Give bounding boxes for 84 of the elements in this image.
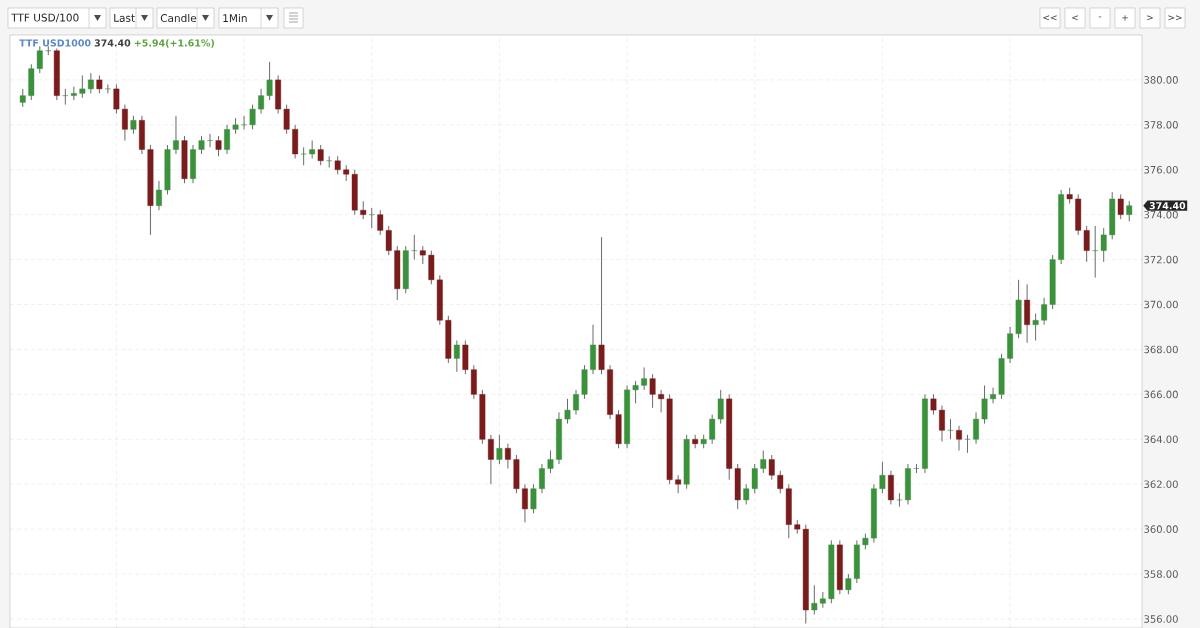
candlestick <box>62 88 69 106</box>
text: Last <box>114 14 135 22</box>
candlestick <box>1041 297 1048 326</box>
candlestick <box>896 492 903 508</box>
y-tick-label: 372.00 <box>1144 255 1178 264</box>
candlestick <box>224 124 230 155</box>
candlestick <box>913 463 920 474</box>
candlestick <box>760 450 767 474</box>
y-tick-label: 358.00 <box>1144 570 1178 578</box>
text: >> <box>1168 15 1182 21</box>
candlestick <box>453 340 460 373</box>
text: + <box>1122 15 1128 21</box>
candlestick <box>879 461 886 494</box>
text: > <box>1147 15 1153 21</box>
candlestick <box>522 483 528 523</box>
y-tick-label: 364.00 <box>1144 435 1178 444</box>
candlestick <box>956 425 962 451</box>
candlestick <box>283 104 290 135</box>
candlestick <box>632 380 639 404</box>
candlestick <box>1100 227 1107 263</box>
candlestick <box>930 393 937 415</box>
candlestick <box>564 398 571 424</box>
candlestick <box>504 443 511 469</box>
y-tick-label: 370.00 <box>1144 300 1178 309</box>
candlestick <box>113 84 120 114</box>
candlestick <box>1117 194 1124 220</box>
candlestick <box>487 434 494 485</box>
candlestick <box>368 207 375 229</box>
candlestick <box>121 104 128 141</box>
candlestick <box>266 61 273 101</box>
y-tick-label: 376.00 <box>1144 165 1178 174</box>
candlestick <box>1092 225 1099 278</box>
candlestick <box>981 384 988 424</box>
annotation: 374.40 <box>94 39 131 47</box>
candlestick <box>215 135 222 157</box>
text: 1Min <box>223 13 247 22</box>
candlestick <box>300 146 307 166</box>
text: Candle <box>160 13 197 23</box>
y-tick-label: 356.00 <box>1144 615 1178 623</box>
candlestick <box>1032 313 1039 341</box>
candlestick <box>547 450 554 474</box>
text: < <box>1072 15 1078 21</box>
text: << <box>1043 15 1057 21</box>
y-tick-label: 378.00 <box>1144 121 1178 129</box>
candlestick <box>70 86 77 101</box>
chart-title: TTF USD1000 <box>19 39 91 47</box>
text: 374.40 <box>1149 202 1186 210</box>
candlestick <box>326 155 333 168</box>
candlestick <box>658 389 665 413</box>
candlestick <box>649 373 656 409</box>
candlestick <box>845 573 852 595</box>
candlestick <box>964 434 971 454</box>
y-tick-label: 360.00 <box>1144 525 1178 533</box>
candlestick <box>104 84 111 94</box>
candlestick <box>496 434 503 465</box>
candlestick <box>990 387 996 404</box>
candlestick <box>768 454 775 481</box>
candlestick <box>1126 200 1133 222</box>
candlestick <box>539 463 545 494</box>
text: - <box>1098 16 1102 18</box>
candlestick <box>207 133 213 148</box>
y-tick-label: 362.00 <box>1144 480 1178 489</box>
candlestick <box>249 104 256 130</box>
candlestick <box>317 144 324 166</box>
annotation: +5.94(+1.61%) <box>134 39 214 48</box>
y-tick-label: 366.00 <box>1144 390 1178 399</box>
text: TTF USD/100 <box>11 13 79 23</box>
candlestick <box>939 405 945 442</box>
candlestick <box>641 367 648 391</box>
y-tick-label: 368.00 <box>1144 345 1178 354</box>
candlestick <box>241 115 247 130</box>
candlestick <box>675 474 682 494</box>
y-tick-label: 374.00 <box>1144 210 1178 219</box>
candlestick <box>173 115 179 155</box>
candlestick <box>156 180 162 211</box>
candlestick <box>573 389 579 415</box>
candlestick <box>973 411 979 445</box>
y-tick-label: 380.00 <box>1144 76 1178 84</box>
candlestick <box>45 45 52 56</box>
candlestick <box>947 418 954 440</box>
candlestick <box>258 88 265 114</box>
candlestick <box>360 200 367 220</box>
candlestick <box>530 483 537 514</box>
candlestick <box>411 234 418 260</box>
